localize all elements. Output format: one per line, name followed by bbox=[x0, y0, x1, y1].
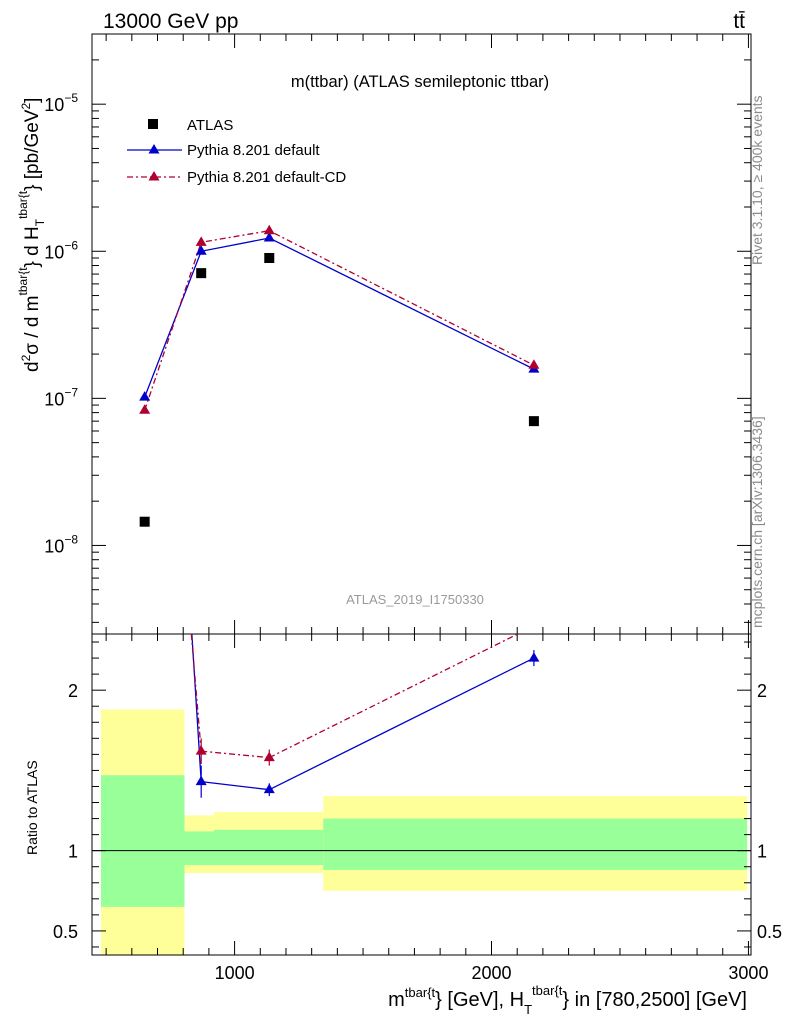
series-2-ratio-seg-1 bbox=[201, 750, 270, 759]
series-1-main-point-1 bbox=[195, 245, 207, 255]
header-left: 13000 GeV pp bbox=[103, 10, 238, 33]
series-1-ratio-point-1 bbox=[195, 775, 207, 786]
series-1-ratio-point-2 bbox=[263, 783, 275, 794]
x-tick-label-0: 1000 bbox=[215, 963, 255, 983]
y-tick-label-main-0: 10−8 bbox=[44, 532, 78, 556]
y-tick-label-ratio-right-1: 1 bbox=[757, 842, 767, 862]
series-lines bbox=[144, 230, 535, 791]
series-1-ratio-seg-0 bbox=[191, 633, 202, 782]
series-2-main-point-3 bbox=[528, 359, 540, 369]
header-right: tt̄ bbox=[733, 10, 745, 33]
y-tick-label-ratio-left-2: 2 bbox=[68, 681, 78, 701]
plot-frames bbox=[91, 33, 752, 956]
series-line-main-2 bbox=[144, 230, 535, 411]
mcplots-label: mcplots.cern.ch [arXiv:1306.3436] bbox=[749, 416, 765, 628]
legend-marker-default-cd bbox=[148, 171, 160, 181]
series-2-main-point-1 bbox=[195, 236, 207, 246]
band-inner-0 bbox=[100, 775, 185, 907]
y-axis-label-main: d2σ / d mtbar{t} d HTtbar{t} [pb/GeV2] bbox=[16, 98, 47, 372]
series-2-main-point-0 bbox=[139, 404, 151, 414]
legend-label-default-cd: Pythia 8.201 default-CD bbox=[187, 169, 346, 186]
legend-label-default: Pythia 8.201 default bbox=[187, 142, 320, 159]
series-2-main-point-2 bbox=[263, 224, 275, 235]
y-tick-label-ratio-left-0: 0.5 bbox=[53, 922, 78, 942]
atlas-point-3 bbox=[528, 416, 539, 427]
x-tick-label-1: 2000 bbox=[471, 963, 511, 983]
legend: ATLAS Pythia 8.201 default Pythia 8.201 … bbox=[127, 117, 346, 186]
series-1-main-point-0 bbox=[139, 391, 151, 401]
band-inner-1 bbox=[184, 831, 215, 866]
band-inner-3 bbox=[323, 818, 748, 870]
rivet-label: Rivet 3.1.10, ≥ 400k events bbox=[749, 95, 765, 265]
plot-title: m(ttbar) (ATLAS semileptonic ttbar) bbox=[291, 73, 549, 91]
x-axis-label: mtbar{t} [GeV], HTtbar{t} in [780,2500] … bbox=[388, 983, 747, 1017]
ratio-frame bbox=[91, 633, 752, 956]
x-tick-label-2: 3000 bbox=[728, 963, 768, 983]
uncertainty-bands bbox=[100, 709, 748, 955]
legend-marker-default bbox=[148, 144, 160, 154]
legend-label-atlas: ATLAS bbox=[187, 117, 233, 134]
series-line-main-1 bbox=[144, 237, 535, 398]
series-2-ratio-seg-0 bbox=[190, 633, 202, 752]
band-inner-2 bbox=[214, 829, 324, 866]
tick-labels: 1000 2000 3000 10−8 10−7 10−6 10−5 0.5 0.5 1 1 2 2 bbox=[44, 91, 782, 983]
y-tick-label-main-1: 10−7 bbox=[44, 385, 78, 409]
y-tick-label-main-2: 10−6 bbox=[44, 238, 78, 262]
legend-marker-atlas bbox=[148, 119, 158, 129]
y-tick-label-ratio-right-2: 2 bbox=[757, 681, 767, 701]
y-tick-label-main-3: 10−5 bbox=[44, 91, 78, 115]
series-1-ratio-seg-1 bbox=[201, 781, 270, 791]
series-markers bbox=[139, 224, 540, 798]
atlas-point-0 bbox=[139, 516, 150, 527]
reference-label: ATLAS_2019_I1750330 bbox=[346, 592, 484, 607]
series-1-ratio-point-3 bbox=[528, 652, 540, 662]
series-2-ratio-seg-2 bbox=[268, 633, 519, 759]
atlas-point-1 bbox=[196, 268, 207, 279]
y-tick-label-ratio-right-0: 0.5 bbox=[757, 922, 782, 942]
series-2-ratio-point-2 bbox=[263, 751, 275, 762]
series-1-ratio-seg-2 bbox=[268, 657, 535, 791]
axis-ticks bbox=[92, 34, 751, 955]
series-1-main-point-2 bbox=[263, 232, 275, 242]
series-2-ratio-point-1 bbox=[195, 745, 207, 755]
atlas-point-2 bbox=[264, 252, 275, 263]
y-tick-label-ratio-left-1: 1 bbox=[68, 842, 78, 862]
y-axis-label-ratio: Ratio to ATLAS bbox=[24, 760, 40, 855]
